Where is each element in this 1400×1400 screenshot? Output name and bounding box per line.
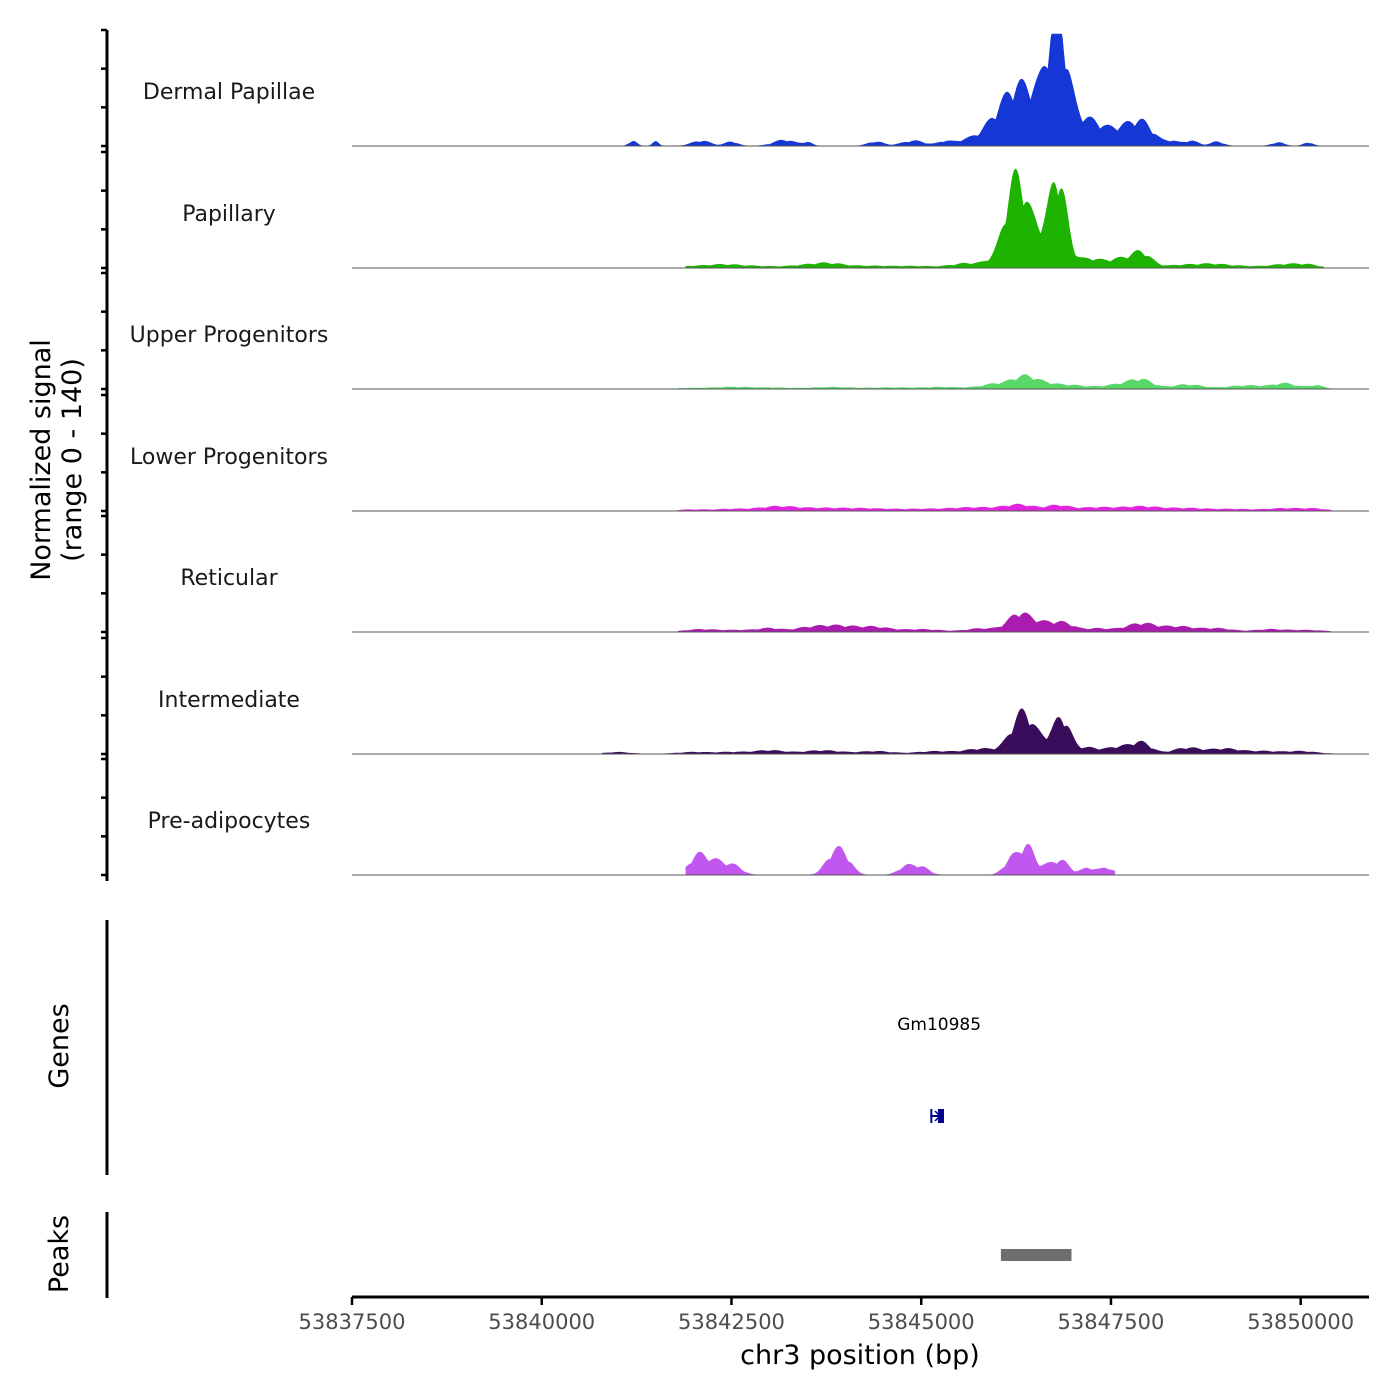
x-axis-title: chr3 position (bp): [740, 1340, 980, 1371]
coverage-area: [678, 612, 1332, 633]
track-label: Reticular: [180, 566, 278, 591]
track-dermal-papillae: Dermal Papillae: [143, 33, 1369, 147]
track-label: Papillary: [182, 202, 276, 227]
x-tick-label: 53850000: [1247, 1310, 1354, 1334]
coverage-area: [678, 374, 1332, 390]
peaks-panel-title: Peaks: [44, 1215, 75, 1293]
track-pre-adipocytes: Pre-adipocytes: [148, 809, 1369, 876]
track-intermediate: Intermediate: [158, 688, 1369, 755]
track-upper-progenitors: Upper Progenitors: [130, 323, 1369, 390]
coverage-area: [685, 843, 1116, 876]
y-axis-title-line2: (range 0 - 140): [57, 358, 88, 562]
coverage-area: [624, 33, 1369, 147]
track-label: Upper Progenitors: [130, 323, 329, 348]
strand-arrow-icon: [934, 1110, 942, 1122]
coverage-area: [685, 168, 1324, 269]
coverage-tracks: Dermal Papillae Papillary Upper Progenitor…: [130, 33, 1369, 876]
coverage-y-ticks: [101, 28, 107, 877]
x-tick-label: 53837500: [299, 1310, 406, 1334]
track-papillary: Papillary: [182, 168, 1369, 269]
x-axis-ticks: 53837500 53840000 53842500 53845000 53847500…: [299, 1297, 1354, 1334]
coverage-area: [678, 503, 1332, 512]
y-axis-title-line1: Normalized signal: [26, 339, 57, 581]
x-tick-label: 53845000: [868, 1310, 975, 1334]
track-label: Dermal Papillae: [143, 80, 315, 105]
track-label: Intermediate: [158, 688, 300, 713]
x-tick-label: 53847500: [1058, 1310, 1165, 1334]
track-reticular: Reticular: [180, 566, 1369, 633]
gene-annotation-track: Gm10985: [897, 1015, 981, 1123]
track-label: Pre-adipocytes: [148, 809, 311, 834]
gene-label: Gm10985: [897, 1015, 981, 1035]
x-tick-label: 53840000: [488, 1310, 595, 1334]
gene-exon: [930, 1109, 933, 1123]
track-label: Lower Progenitors: [130, 445, 328, 470]
coverage-area: [602, 708, 1332, 755]
gene-gm10985: Gm10985: [897, 1015, 981, 1123]
x-tick-label: 53842500: [678, 1310, 785, 1334]
peak-region-track: [1000, 1249, 1072, 1261]
genes-panel-title: Genes: [44, 1003, 75, 1088]
y-axis-title: Normalized signal (range 0 - 140): [26, 339, 88, 581]
peak-region-bar: [1000, 1249, 1072, 1261]
track-lower-progenitors: Lower Progenitors: [130, 445, 1369, 512]
